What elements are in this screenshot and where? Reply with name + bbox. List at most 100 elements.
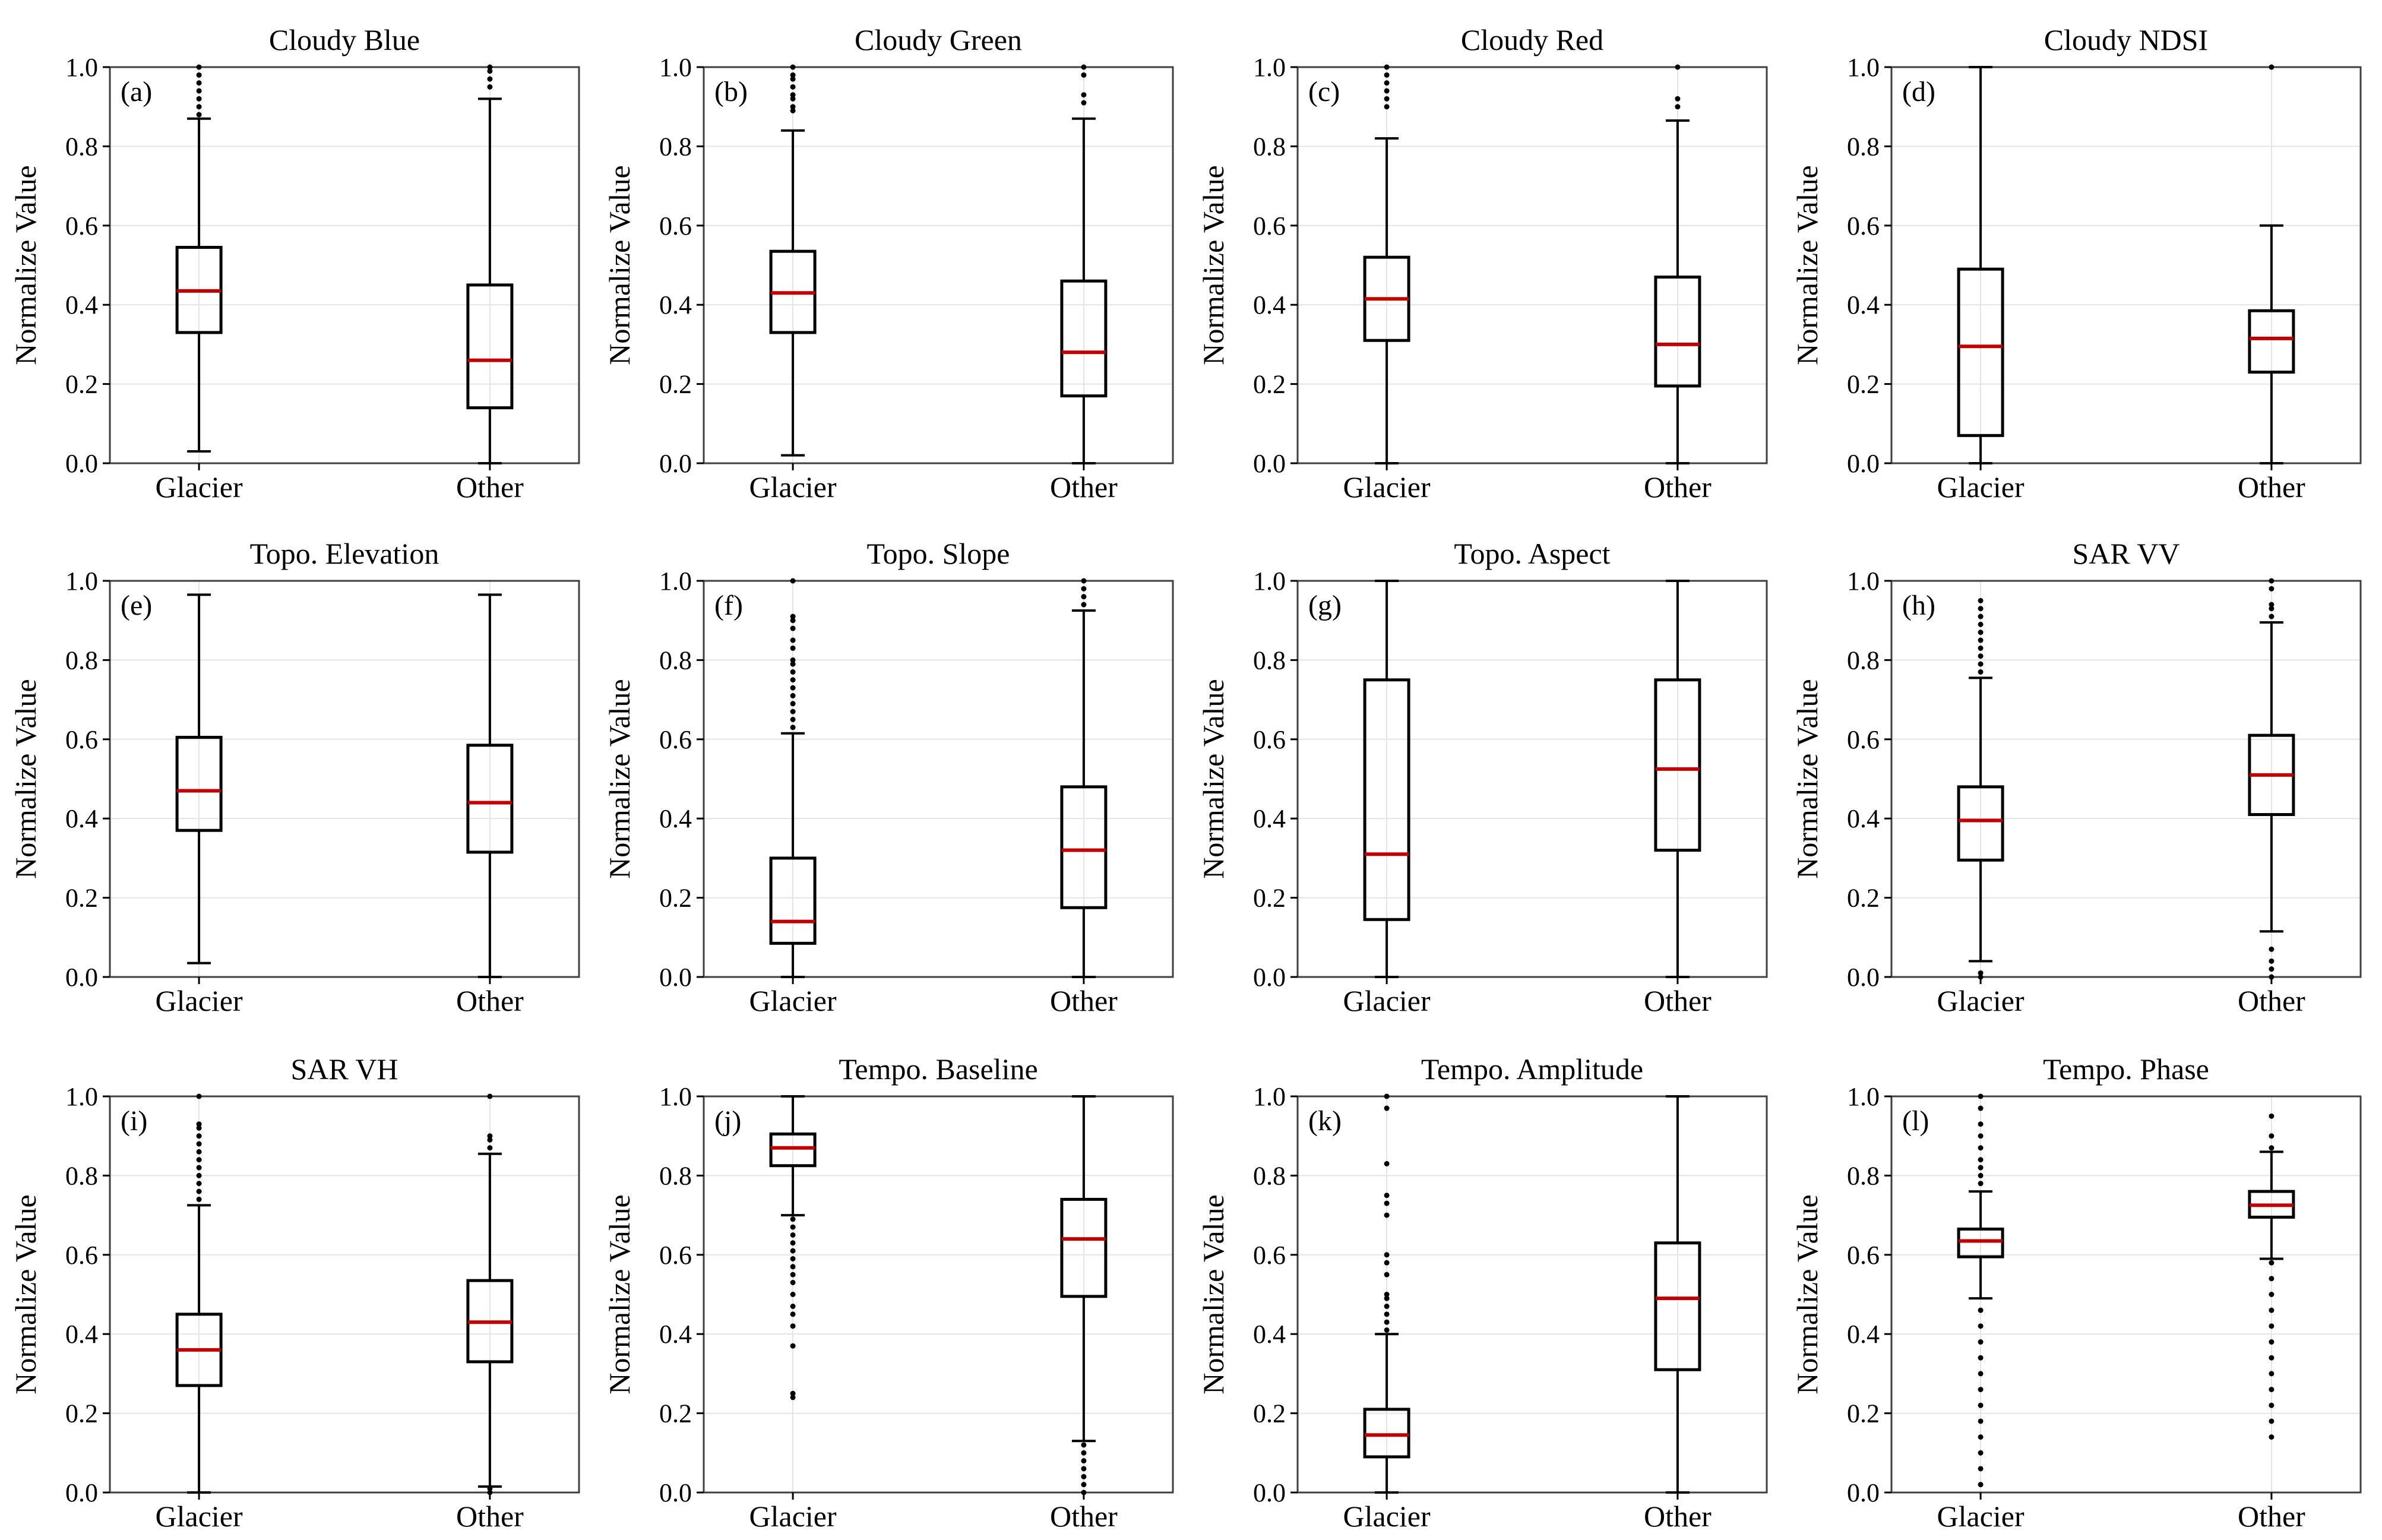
outlier-point <box>790 701 796 707</box>
outlier-point <box>2269 966 2275 972</box>
outlier-point <box>790 692 796 698</box>
y-axis-label: Normalize Value <box>9 165 42 365</box>
outlier-point <box>790 677 796 683</box>
y-tick-label: 0.4 <box>659 1320 692 1349</box>
outlier-point <box>790 1323 796 1329</box>
panel-title: SAR VH <box>290 1052 398 1086</box>
y-tick-label: 0.8 <box>659 132 692 161</box>
outlier-point <box>196 1125 202 1131</box>
y-tick-label: 0.4 <box>1847 1320 1880 1349</box>
outlier-point <box>2269 1387 2275 1393</box>
outlier-point <box>1384 1160 1390 1166</box>
outlier-point <box>790 1279 796 1285</box>
outlier-point <box>1384 1272 1390 1277</box>
outlier-point <box>1978 1145 1984 1151</box>
panel-title: Topo. Aspect <box>1454 537 1610 570</box>
y-tick-label: 0.4 <box>65 1320 98 1349</box>
y-tick-label: 1.0 <box>65 53 98 82</box>
outlier-point <box>196 96 202 102</box>
outlier-point <box>1978 645 1984 651</box>
outlier-point <box>1384 1093 1390 1099</box>
outlier-point <box>1978 1093 1984 1099</box>
y-tick-label: 0.6 <box>1847 725 1880 754</box>
x-tick-label: Glacier <box>749 1500 837 1533</box>
outlier-point <box>1978 1181 1984 1187</box>
y-axis-label: Normalize Value <box>1791 165 1824 365</box>
y-tick-label: 1.0 <box>1847 53 1880 82</box>
outlier-point <box>2269 602 2275 608</box>
y-axis-label: Normalize Value <box>603 679 636 878</box>
outlier-point <box>1978 1371 1984 1377</box>
outlier-point <box>1081 72 1087 78</box>
outlier-point <box>1384 1260 1390 1266</box>
outlier-point <box>1081 1473 1087 1479</box>
y-tick-label: 0.8 <box>65 132 98 161</box>
box-iqr <box>1957 785 2004 862</box>
y-axis-label: Normalize Value <box>1197 679 1230 878</box>
outlier-point <box>790 625 796 631</box>
outlier-point <box>487 1490 493 1495</box>
outlier-point <box>196 104 202 110</box>
y-tick-label: 0.6 <box>1847 211 1880 241</box>
outlier-point <box>790 1390 796 1396</box>
outlier-point <box>1978 1387 1984 1393</box>
outlier-point <box>196 1149 202 1155</box>
outlier-point <box>1978 1466 1984 1472</box>
box-iqr <box>1654 276 1701 388</box>
plot-frame <box>1890 1095 2362 1494</box>
outlier-point <box>1384 1311 1390 1317</box>
y-tick-label: 0.6 <box>1253 211 1286 241</box>
outlier-point <box>1081 586 1087 592</box>
y-axis-label: Normalize Value <box>603 165 636 365</box>
panel-title: Tempo. Baseline <box>839 1052 1037 1086</box>
outlier-point <box>790 107 796 113</box>
outlier-point <box>1978 1418 1984 1424</box>
outlier-point <box>1384 1252 1390 1258</box>
x-tick-label: Other <box>1644 984 1712 1017</box>
y-tick-label: 0.8 <box>65 646 98 675</box>
box-iqr <box>1060 279 1108 398</box>
outlier-point <box>1384 1319 1390 1325</box>
outlier-point <box>196 72 202 78</box>
outlier-point <box>790 669 796 675</box>
outlier-point <box>1978 1434 1984 1440</box>
y-tick-label: 0.2 <box>1253 884 1286 913</box>
outlier-point <box>790 1272 796 1277</box>
y-axis-label: Normalize Value <box>1791 679 1824 878</box>
outlier-point <box>1384 104 1390 110</box>
y-tick-label: 0.0 <box>1253 963 1286 992</box>
outlier-point <box>1081 1466 1087 1472</box>
y-tick-label: 0.6 <box>65 1241 98 1270</box>
y-tick-label: 0.0 <box>659 449 692 478</box>
outlier-point <box>790 1240 796 1246</box>
outlier-point <box>1081 1482 1087 1488</box>
y-tick-label: 1.0 <box>1253 1082 1286 1111</box>
outlier-point <box>1081 64 1087 70</box>
outlier-point <box>1978 661 1984 667</box>
y-tick-label: 0.4 <box>65 804 98 833</box>
panel-title: Topo. Elevation <box>250 537 439 570</box>
outlier-point <box>1978 974 1984 980</box>
y-tick-label: 0.4 <box>659 290 692 320</box>
x-tick-label: Other <box>456 984 524 1017</box>
outlier-point <box>196 1165 202 1171</box>
outlier-point <box>2269 606 2275 612</box>
outlier-point <box>2269 1133 2275 1139</box>
panel-letter: (f) <box>714 590 743 621</box>
y-tick-label: 0.4 <box>1253 1320 1286 1349</box>
x-tick-label: Other <box>456 470 524 504</box>
y-tick-label: 1.0 <box>1253 567 1286 596</box>
y-tick-label: 1.0 <box>659 567 692 596</box>
panel-letter: (c) <box>1308 76 1340 107</box>
y-axis-label: Normalize Value <box>1791 1194 1824 1394</box>
outlier-point <box>1978 1121 1984 1127</box>
outlier-point <box>1081 1458 1087 1464</box>
outlier-point <box>2269 1371 2275 1377</box>
y-tick-label: 0.8 <box>1253 1161 1286 1190</box>
outlier-point <box>1978 1157 1984 1163</box>
x-tick-label: Glacier <box>156 470 243 504</box>
outlier-point <box>2269 1434 2275 1440</box>
y-tick-label: 1.0 <box>1847 567 1880 596</box>
y-tick-label: 0.0 <box>65 449 98 478</box>
outlier-point <box>1978 970 1984 976</box>
